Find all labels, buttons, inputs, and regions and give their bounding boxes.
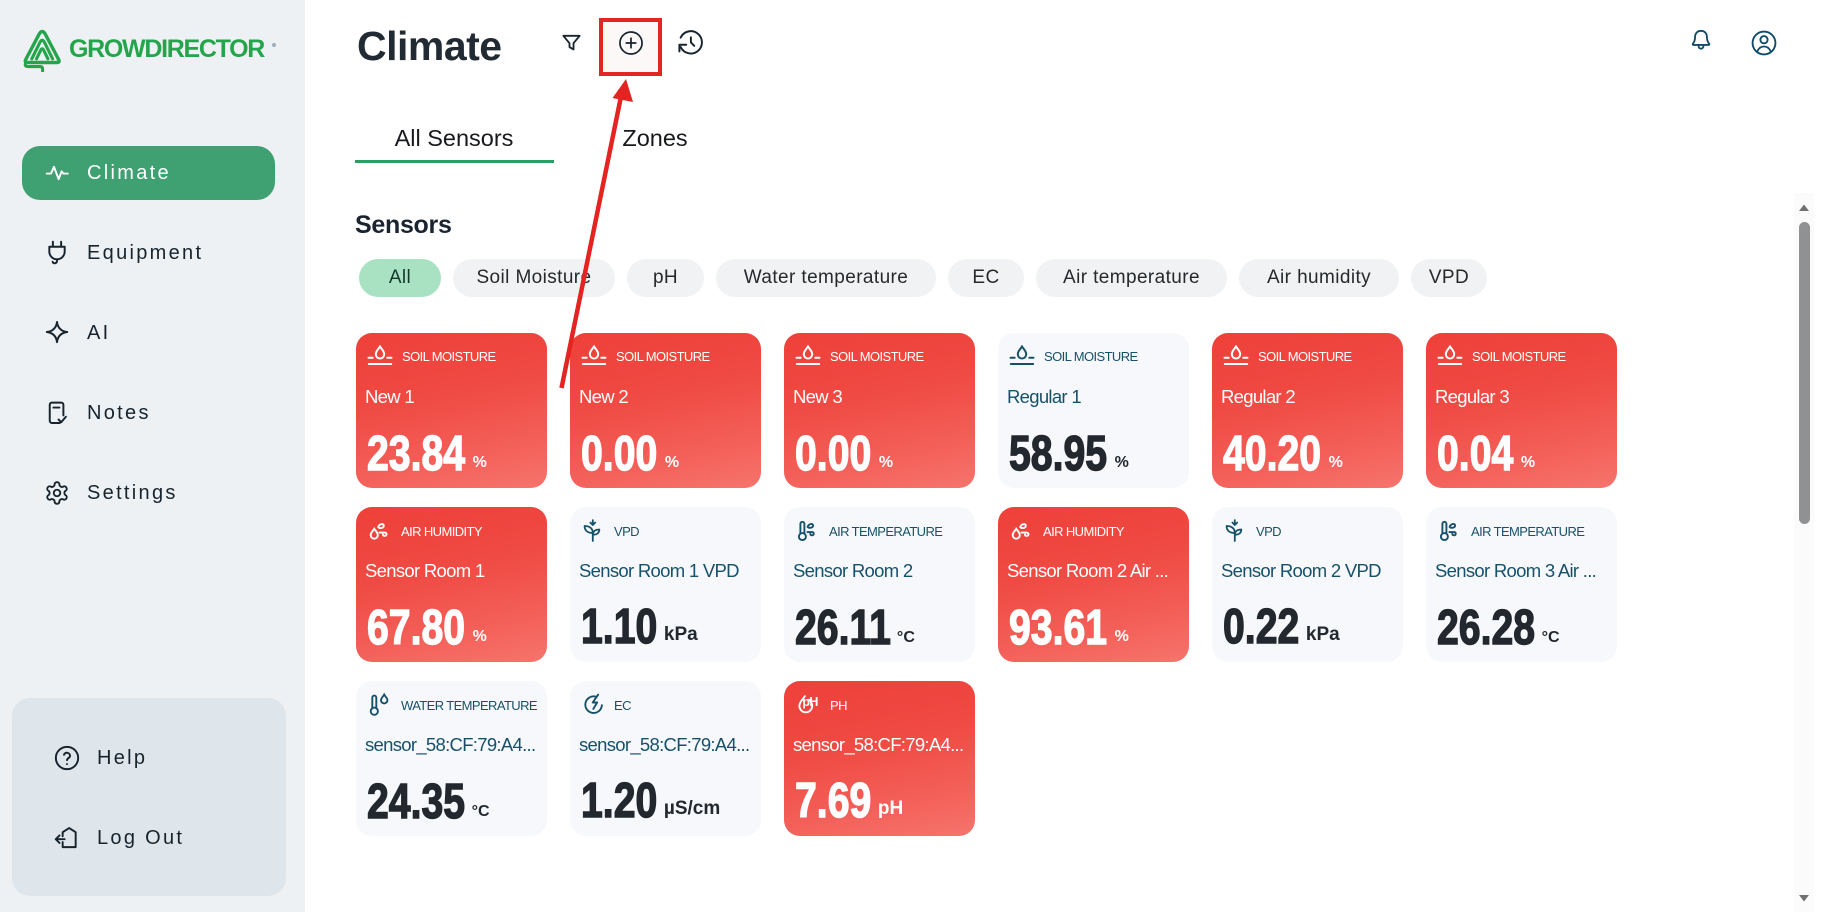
svg-text:pH: pH [802, 695, 818, 709]
